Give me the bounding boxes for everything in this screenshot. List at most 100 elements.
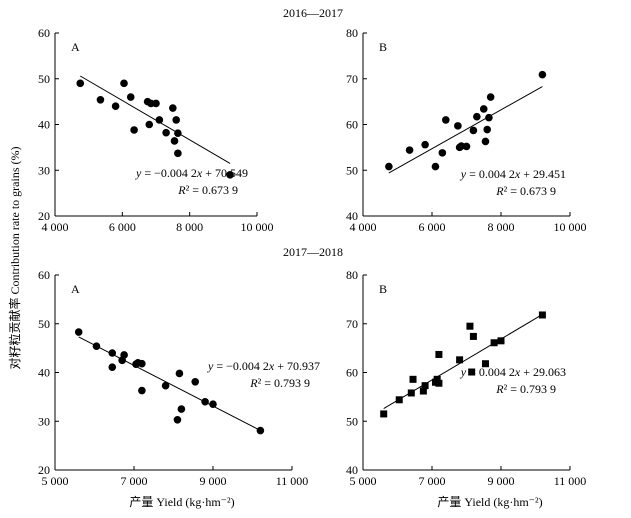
r-squared: R² = 0.673 9 (177, 183, 238, 197)
fit-line (388, 86, 543, 174)
data-point (421, 140, 429, 149)
data-point (405, 146, 414, 154)
data-point (155, 116, 164, 124)
data-point (421, 382, 429, 390)
data-point (201, 397, 209, 406)
data-point (490, 339, 498, 347)
y-tick-label: 30 (38, 414, 50, 428)
fit-line (79, 75, 231, 164)
panel-top-left: 20 30 40 50 60 4 000 6 000 8 000 10 000 Ay = −0.0… (38, 26, 274, 234)
regression-equation: y = 0.004 2x + 29.063 (460, 365, 566, 379)
data-point (380, 410, 388, 418)
r-squared: R² = 0.673 9 (495, 184, 556, 198)
data-point (433, 375, 441, 383)
x-axis-label-right: 产量 Yield (kg·hm⁻²) (437, 495, 542, 509)
row-title-top: 2016—2017 (283, 6, 343, 20)
data-point (169, 104, 177, 112)
data-point (497, 337, 505, 345)
data-point (111, 102, 120, 110)
x-tick-label: 6 000 (419, 220, 446, 234)
panel-label: B (379, 40, 387, 54)
data-point (74, 328, 83, 336)
data-point (538, 311, 546, 319)
y-tick-label: 50 (346, 163, 358, 177)
y-tick-label: 30 (38, 163, 50, 177)
data-point (456, 356, 464, 364)
x-tick-label: 6 000 (109, 220, 136, 234)
data-point (481, 137, 490, 146)
data-point (442, 116, 450, 124)
panel-label: A (71, 40, 80, 54)
x-tick-label: 5 000 (42, 474, 69, 488)
panel-top-right: 40 50 60 70 80 4 000 6 000 8 000 10 000 By = 0.00… (346, 26, 587, 234)
y-tick-label: 20 (38, 209, 50, 223)
data-point (468, 368, 476, 376)
data-point (407, 389, 415, 397)
x-tick-label: 11 000 (276, 474, 309, 488)
data-point (486, 93, 495, 101)
x-axis-label-left: 产量 Yield (kg·hm⁻²) (129, 495, 234, 509)
data-point (174, 129, 182, 137)
data-point (120, 351, 128, 359)
data-point (96, 95, 105, 104)
panel-label: A (71, 282, 80, 296)
data-point (152, 99, 160, 108)
data-point (483, 125, 492, 134)
data-point (209, 400, 217, 408)
y-axis-label: 对籽粒贡献率 Contribution rate to grains (%) (7, 147, 22, 370)
y-tick-label: 60 (38, 26, 50, 40)
data-point (172, 116, 180, 124)
data-point (538, 70, 547, 79)
regression-equation: y = 0.004 2x + 29.451 (460, 167, 566, 181)
data-point (226, 171, 234, 179)
y-tick-label: 60 (346, 366, 358, 380)
data-point (469, 332, 477, 340)
data-point (76, 79, 85, 88)
data-point (92, 342, 101, 350)
data-point (469, 126, 478, 135)
x-tick-label: 11 000 (554, 474, 587, 488)
data-point (162, 128, 170, 137)
y-tick-label: 40 (346, 463, 358, 477)
data-point (479, 105, 488, 113)
r-squared: R² = 0.793 9 (249, 376, 310, 390)
x-tick-label: 10 000 (554, 220, 587, 234)
data-point (177, 405, 186, 413)
x-tick-label: 8 000 (488, 220, 515, 234)
data-point (126, 93, 135, 101)
data-point (473, 112, 481, 121)
y-tick-label: 40 (346, 209, 358, 223)
x-tick-label: 7 000 (121, 474, 148, 488)
regression-equation: y = −0.004 2x + 70.937 (207, 359, 320, 373)
data-point (481, 360, 489, 368)
x-tick-label: 9 000 (488, 474, 515, 488)
data-point (130, 126, 138, 134)
y-tick-label: 50 (38, 72, 50, 86)
fit-line (78, 336, 261, 431)
data-point (191, 377, 200, 386)
data-point (385, 162, 393, 171)
y-tick-label: 70 (346, 317, 358, 331)
y-tick-label: 40 (38, 118, 50, 132)
data-point (431, 162, 440, 171)
data-point (174, 149, 182, 158)
data-point (175, 369, 184, 378)
data-point (170, 137, 179, 145)
scatter-panels: 20 30 40 50 60 4 000 6 000 8 000 10 000 Ay = −0.0… (38, 26, 587, 488)
y-tick-label: 80 (346, 26, 358, 40)
regression-equation: y = −0.004 2x + 70.549 (135, 166, 248, 180)
data-point (454, 122, 462, 130)
data-point (138, 386, 146, 395)
data-point (485, 113, 493, 122)
data-point (120, 79, 128, 88)
data-point (466, 322, 474, 330)
panel-bottom-right: 40 50 60 70 80 5 000 7 000 9 000 11 000 By = 0.00… (346, 268, 586, 488)
data-point (108, 349, 117, 357)
x-tick-label: 4 000 (350, 220, 377, 234)
data-point (138, 359, 146, 368)
x-tick-label: 10 000 (241, 220, 274, 234)
r-squared: R² = 0.793 9 (495, 382, 556, 396)
y-tick-label: 40 (38, 366, 50, 380)
y-tick-label: 60 (346, 118, 358, 132)
